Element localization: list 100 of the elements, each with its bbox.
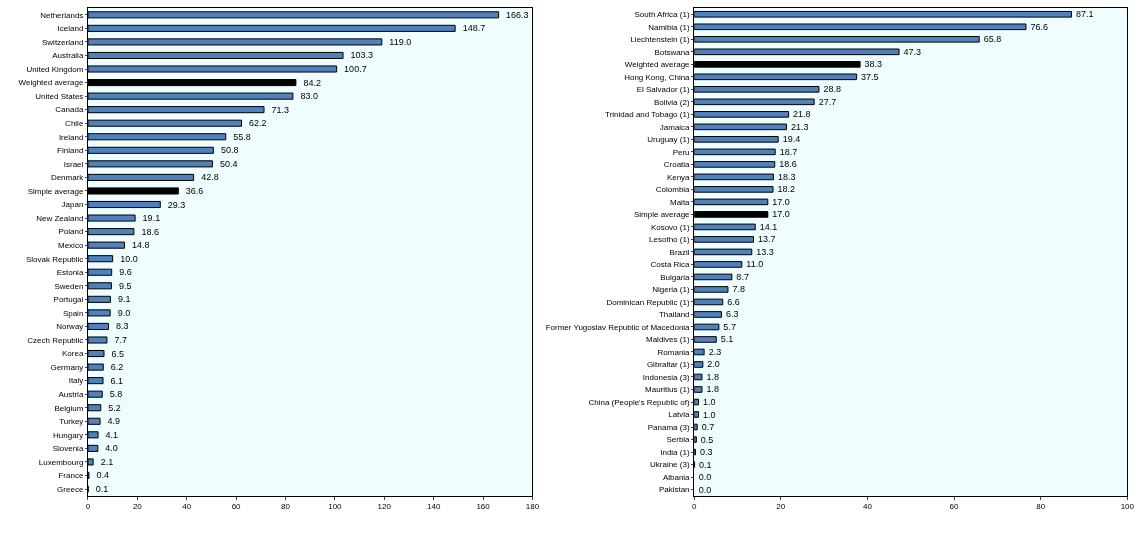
data-label: 27.7 bbox=[814, 96, 837, 107]
data-label: 0.5 bbox=[696, 434, 714, 445]
y-tick-label: Finland bbox=[57, 146, 84, 156]
y-tick-label: Trinidad and Tobago (1) bbox=[605, 110, 690, 120]
y-tick-label: Greece bbox=[57, 484, 84, 494]
data-label: 18.2 bbox=[773, 184, 796, 195]
y-tick-label: Maldives (1) bbox=[645, 335, 690, 345]
y-tick-label: Latvia bbox=[668, 410, 691, 420]
x-tick-label: 40 bbox=[182, 502, 192, 512]
x-tick-label: 80 bbox=[281, 502, 291, 512]
y-tick-label: Poland bbox=[58, 227, 84, 237]
x-tick-label: 20 bbox=[776, 502, 786, 512]
x-tick-label: 140 bbox=[426, 502, 441, 512]
data-label: 17.0 bbox=[767, 196, 790, 207]
data-label: 9.1 bbox=[113, 294, 131, 305]
data-label: 19.4 bbox=[778, 134, 801, 145]
y-tick-label: Uruguay (1) bbox=[647, 135, 690, 145]
y-tick-label: Kosovo (1) bbox=[650, 222, 690, 232]
y-tick-label: Denmark bbox=[50, 173, 85, 183]
data-label: 29.3 bbox=[163, 199, 186, 210]
data-label: 6.6 bbox=[722, 296, 740, 307]
data-label: 0.3 bbox=[695, 447, 713, 458]
data-label: 2.0 bbox=[702, 359, 720, 370]
data-label: 6.3 bbox=[721, 309, 739, 320]
data-label: 0.1 bbox=[694, 459, 712, 470]
data-label: 18.6 bbox=[774, 159, 797, 170]
data-label: 83.0 bbox=[295, 91, 318, 102]
data-label: 47.3 bbox=[899, 46, 922, 57]
y-tick-label: Slovak Republic bbox=[25, 254, 84, 264]
y-tick-label: Portugal bbox=[53, 295, 84, 305]
data-label: 21.8 bbox=[788, 109, 811, 120]
x-tick-label: 100 bbox=[1120, 502, 1135, 512]
data-label: 1.8 bbox=[701, 384, 719, 395]
y-tick-label: Thailand bbox=[658, 310, 690, 320]
data-label: 9.0 bbox=[113, 307, 131, 318]
data-label: 0.4 bbox=[91, 470, 109, 481]
y-tick-label: Korea bbox=[62, 349, 84, 359]
x-tick-label: 60 bbox=[949, 502, 960, 512]
y-tick-label: Ireland bbox=[58, 132, 84, 142]
y-tick-label: Weighted average bbox=[624, 60, 691, 70]
data-label: 7.7 bbox=[109, 334, 127, 345]
y-tick-label: El Salvador (1) bbox=[636, 85, 690, 95]
y-tick-label: Canada bbox=[55, 105, 84, 115]
y-tick-label: Australia bbox=[52, 51, 84, 61]
data-label: 100.7 bbox=[339, 64, 367, 75]
y-tick-label: China (People's Republic of) bbox=[588, 397, 690, 407]
y-tick-label: Czech Republic bbox=[27, 335, 84, 345]
data-label: 76.6 bbox=[1025, 21, 1049, 32]
data-label: 7.8 bbox=[727, 284, 745, 295]
x-tick-label: 20 bbox=[132, 502, 143, 512]
data-label: 42.8 bbox=[196, 172, 219, 183]
y-tick-label: Simple average bbox=[633, 210, 691, 220]
x-tick-label: 60 bbox=[231, 502, 242, 512]
y-tick-label: Brazil bbox=[669, 247, 690, 257]
y-tick-label: Namibia (1) bbox=[648, 22, 690, 32]
y-tick-label: Albania bbox=[662, 472, 691, 482]
x-tick-label: 80 bbox=[1036, 502, 1046, 512]
data-label: 36.6 bbox=[181, 185, 204, 196]
y-tick-label: France bbox=[58, 471, 84, 481]
y-tick-label: Mauritius (1) bbox=[645, 385, 690, 395]
y-tick-label: South Africa (1) bbox=[634, 10, 690, 20]
y-tick-label: Gibraltar (1) bbox=[646, 360, 690, 370]
data-label: 6.2 bbox=[106, 362, 124, 373]
data-label: 17.0 bbox=[767, 209, 790, 220]
data-label: 28.8 bbox=[818, 84, 841, 95]
y-tick-label: Bolivia (2) bbox=[653, 97, 690, 107]
data-label: 4.9 bbox=[103, 416, 121, 427]
data-label: 5.8 bbox=[105, 389, 123, 400]
y-tick-label: Botswana bbox=[654, 47, 691, 57]
y-tick-label: Iceland bbox=[57, 24, 84, 34]
y-tick-label: Dominican Republic (1) bbox=[606, 297, 690, 307]
y-tick-label: Hong Kong, China bbox=[624, 72, 691, 82]
data-label: 71.3 bbox=[267, 104, 290, 115]
x-tick-label: 0 bbox=[85, 502, 91, 512]
y-tick-label: Romania bbox=[657, 347, 691, 357]
y-tick-label: Kenya bbox=[666, 172, 691, 182]
data-label: 166.3 bbox=[501, 9, 529, 20]
data-label: 4.1 bbox=[101, 429, 119, 440]
y-tick-label: Belgium bbox=[54, 403, 84, 413]
data-label: 0.0 bbox=[694, 472, 712, 483]
y-tick-label: Austria bbox=[58, 389, 84, 399]
data-label: 14.8 bbox=[127, 240, 150, 251]
y-tick-label: Simple average bbox=[27, 186, 84, 196]
data-label: 55.8 bbox=[228, 131, 251, 142]
x-tick-label: 160 bbox=[476, 502, 491, 512]
y-tick-label: Netherlands bbox=[40, 10, 84, 20]
y-tick-label: Former Yugoslav Republic of Macedonia bbox=[545, 322, 691, 332]
data-label: 119.0 bbox=[384, 36, 412, 47]
data-label: 8.3 bbox=[111, 321, 129, 332]
y-tick-label: Malta bbox=[670, 197, 691, 207]
data-label: 8.7 bbox=[731, 271, 749, 282]
data-label: 1.0 bbox=[698, 397, 716, 407]
y-tick-label: Chile bbox=[65, 119, 84, 129]
y-tick-label: Hungary bbox=[53, 430, 84, 440]
y-tick-label: Estonia bbox=[56, 268, 84, 278]
data-label: 2.1 bbox=[96, 456, 114, 467]
y-tick-label: Switzerland bbox=[42, 37, 84, 47]
y-tick-label: Colombia bbox=[655, 185, 691, 195]
y-tick-label: Jamaica bbox=[659, 122, 691, 132]
data-label: 6.1 bbox=[106, 375, 124, 386]
